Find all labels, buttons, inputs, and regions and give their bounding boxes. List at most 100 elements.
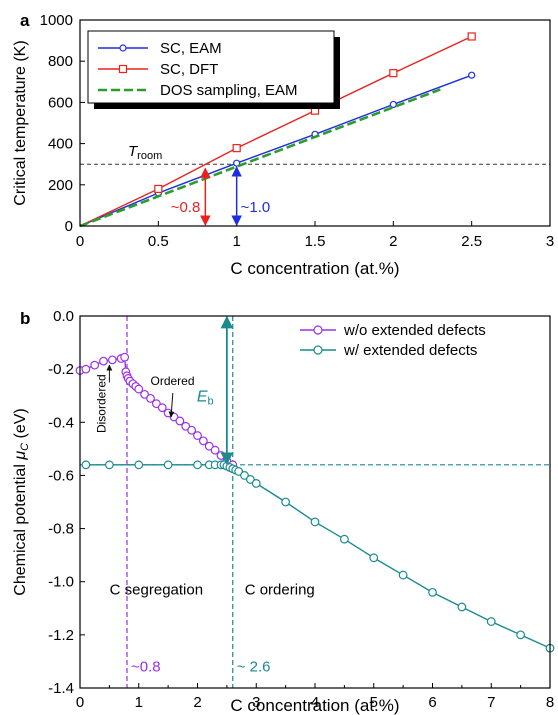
data-point (457, 602, 467, 612)
panel-a-x-axis-label: C concentration (at.%) (230, 259, 399, 278)
data-point (81, 460, 91, 470)
series-line (85, 464, 551, 649)
data-point (232, 144, 241, 153)
teal-vline-label: ~ 2.6 (237, 659, 271, 676)
y-tick-label: 800 (48, 53, 73, 70)
data-point (339, 534, 349, 544)
data-point (389, 100, 397, 109)
data-point (146, 393, 155, 403)
data-point (104, 460, 114, 470)
legend-marker (119, 44, 127, 52)
data-point (467, 32, 476, 41)
x-tick-label: 0 (76, 233, 84, 250)
legend-label: SC, DFT (160, 61, 218, 78)
x-tick-label: 2 (389, 233, 397, 250)
y-tick-label: -0.6 (48, 467, 74, 484)
data-point (107, 355, 117, 365)
data-point (516, 630, 526, 640)
data-point (157, 403, 167, 413)
blue-threshold-label: ~1.0 (241, 199, 271, 216)
panel-b-legend: w/o extended defects w/ extended defects (300, 322, 486, 359)
x-tick-label: 1.5 (305, 233, 326, 250)
x-tick-label: 4 (311, 694, 319, 711)
series-line (79, 35, 472, 227)
data-point (151, 399, 161, 409)
panel-a-frame (79, 19, 551, 227)
x-tick-label: 6 (428, 694, 436, 711)
data-point (234, 467, 244, 476)
legend-label: DOS sampling, EAM (160, 82, 298, 99)
panel-b-label: b (20, 309, 30, 328)
data-point (163, 460, 173, 470)
purple-vline-label: ~0.8 (131, 659, 161, 676)
data-point (428, 587, 437, 597)
data-point (204, 441, 214, 451)
x-tick-label: 7 (487, 694, 495, 711)
data-point (90, 360, 100, 370)
legend-label: SC, EAM (160, 40, 222, 57)
y-tick-label: 0.0 (53, 308, 74, 325)
data-point (210, 445, 220, 455)
disordered-label: Disordered (94, 374, 108, 433)
data-point (140, 389, 150, 399)
panel-b-x-axis-label: C concentration (at.%) (230, 696, 399, 715)
data-point (468, 71, 476, 79)
x-tick-label: 1 (135, 694, 143, 711)
data-point (81, 364, 91, 374)
series-sc-dft (79, 32, 476, 227)
data-point (245, 475, 255, 484)
legend-marker (118, 64, 128, 74)
legend-label: w/o extended defects (343, 322, 486, 339)
y-tick-label: -0.2 (48, 361, 74, 378)
red-threshold-label: ~0.8 (171, 199, 201, 216)
c-segregation-label: C segregation (110, 582, 203, 599)
data-point (134, 460, 144, 470)
panel-b-y-axis-label: Chemical potential μC (eV) (12, 408, 31, 595)
x-tick-label: 5 (370, 694, 378, 711)
data-point (281, 497, 291, 507)
legend-marker (313, 325, 323, 335)
panel-a-label: a (20, 11, 30, 30)
data-point (389, 69, 398, 78)
x-tick-label: 8 (546, 694, 554, 711)
data-point (193, 460, 202, 470)
c-ordering-label: C ordering (245, 582, 315, 599)
data-point (310, 517, 320, 527)
data-point (99, 356, 108, 366)
data-point (120, 352, 130, 362)
ordered-arrow (168, 393, 175, 418)
y-tick-label: 200 (48, 177, 73, 194)
y-tick-label: 400 (48, 136, 73, 153)
data-point (486, 617, 496, 626)
y-tick-label: -0.8 (48, 521, 74, 538)
series-line (79, 74, 472, 227)
ordered-label: Ordered (151, 374, 195, 388)
y-tick-label: -0.4 (48, 414, 74, 431)
x-tick-label: 0.5 (148, 233, 169, 250)
x-tick-label: 0 (76, 694, 84, 711)
y-tick-label: 1000 (40, 12, 73, 29)
y-tick-label: 600 (48, 94, 73, 111)
panel-a-legend: SC, EAM SC, DFT DOS sampling, EAM (87, 30, 340, 109)
legend-label: w/ extended defects (343, 342, 477, 359)
data-point (134, 384, 144, 394)
legend-marker (313, 345, 323, 355)
panel-b: b 0 1 2 3 4 5 6 7 8 0.0 -0.2 -0.4 -0.6 -0.8 -1.0 -1.2 -1… (12, 308, 555, 715)
data-point (175, 416, 185, 426)
x-tick-label: 2 (193, 694, 201, 711)
data-point (369, 553, 379, 563)
x-tick-label: 3 (252, 694, 260, 711)
data-point (193, 431, 202, 440)
data-point (187, 425, 197, 435)
data-point (198, 436, 208, 446)
panel-b-frame (79, 315, 551, 689)
data-point (181, 421, 191, 431)
panel-a: a 0 0.5 1 1.5 2 2.5 3 0 200 400 600 800 1000 Troom ~… (12, 11, 554, 278)
x-tick-label: 2.5 (461, 233, 482, 250)
data-point (398, 570, 408, 580)
y-tick-label: -1.2 (48, 627, 74, 644)
data-point (240, 471, 249, 480)
troom-label: Troom (128, 143, 162, 162)
x-tick-label: 3 (546, 233, 554, 250)
